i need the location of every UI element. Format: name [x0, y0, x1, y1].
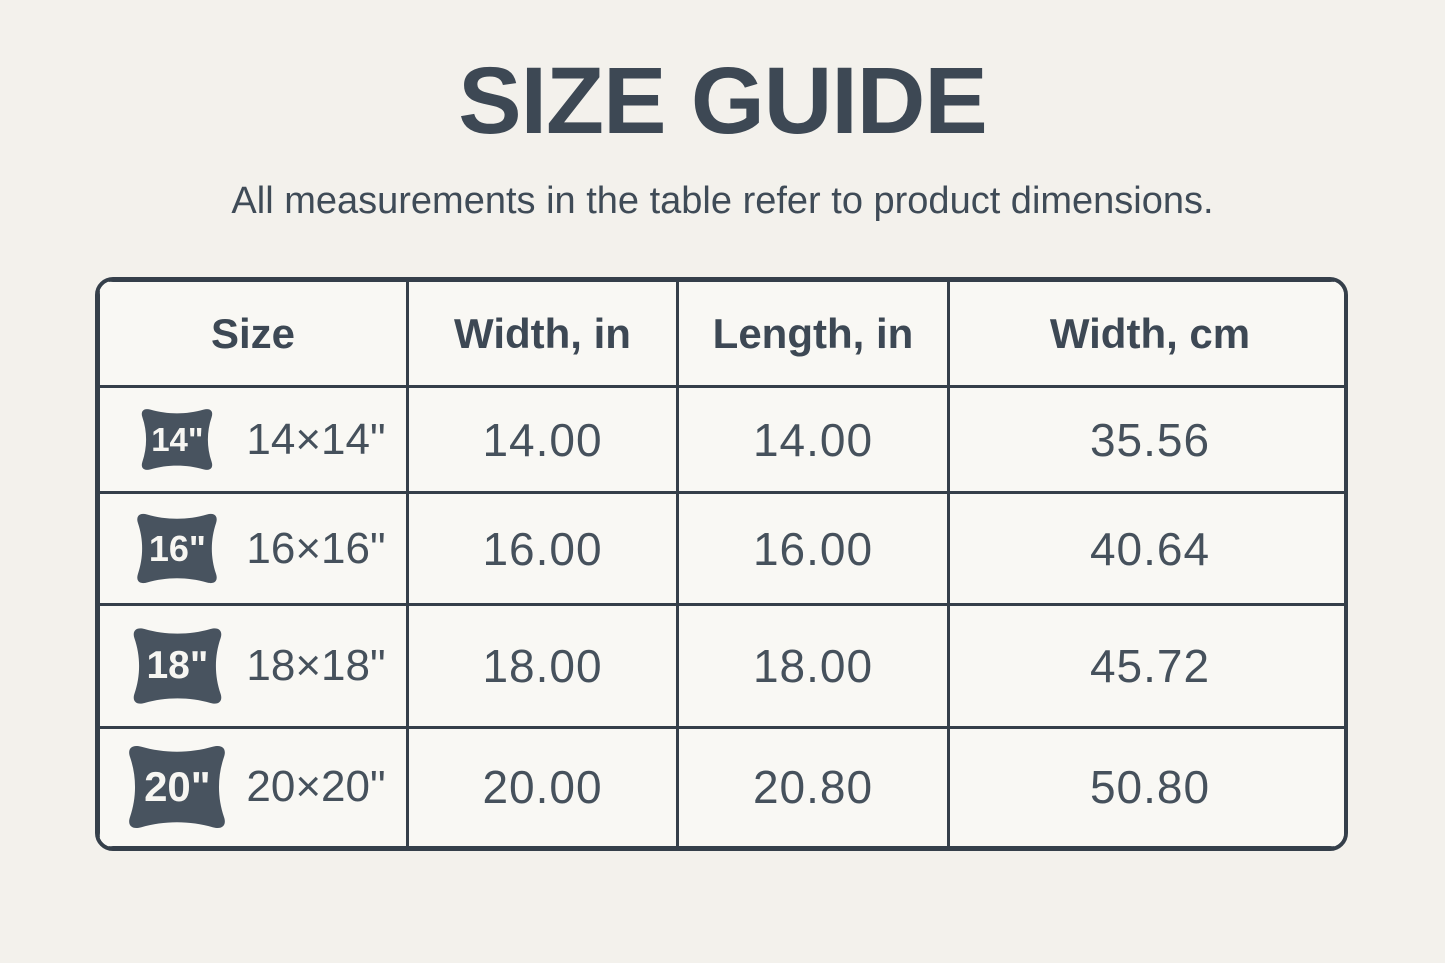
column-header-size: Size: [99, 281, 409, 388]
size-label: 14×14": [246, 414, 386, 464]
width-in-value: 18.00: [406, 603, 679, 729]
page-subtitle: All measurements in the table refer to p…: [231, 180, 1214, 222]
pillow-icon: 14": [138, 404, 216, 475]
column-header-width-in: Width, in: [406, 281, 679, 388]
icon-slot: 18": [120, 622, 234, 710]
column-header-width-cm: Width, cm: [947, 281, 1344, 388]
table-row: 18" 18×18" 18.00 18.00 45.72: [99, 603, 1344, 729]
pillow-icon: 20": [124, 739, 230, 835]
width-cm-value: 40.64: [947, 491, 1344, 607]
table-row: 16" 16×16" 16.00 16.00 40.64: [99, 491, 1344, 607]
width-cm-value: 45.72: [947, 603, 1344, 729]
length-in-value: 18.00: [676, 603, 950, 729]
width-cm-value: 50.80: [947, 725, 1344, 847]
header-row: Size Width, in Length, in Width, cm: [99, 281, 1344, 388]
size-guide-table: Size Width, in Length, in Width, cm 14": [99, 281, 1344, 847]
column-header-length-in: Length, in: [676, 281, 950, 388]
size-cell: 18" 18×18": [99, 603, 409, 729]
pillow-size-badge: 20": [144, 763, 211, 811]
pillow-size-badge: 18": [146, 644, 209, 688]
table-row: 14" 14×14" 14.00 14.00 35.56: [99, 384, 1344, 495]
icon-slot: 14": [120, 404, 234, 475]
size-guide-table-container: Size Width, in Length, in Width, cm 14": [95, 277, 1348, 851]
width-in-value: 16.00: [406, 491, 679, 607]
length-in-value: 14.00: [676, 384, 950, 495]
pillow-icon: 18": [129, 622, 226, 710]
width-in-value: 14.00: [406, 384, 679, 495]
width-in-value: 20.00: [406, 725, 679, 847]
size-cell: 14" 14×14": [99, 384, 409, 495]
length-in-value: 20.80: [676, 725, 950, 847]
length-in-value: 16.00: [676, 491, 950, 607]
icon-slot: 16": [120, 508, 234, 589]
size-label: 16×16": [246, 523, 386, 573]
size-cell: 20" 20×20": [99, 725, 409, 847]
icon-slot: 20": [120, 739, 234, 835]
page-title: SIZE GUIDE: [458, 48, 987, 154]
size-label: 20×20": [246, 762, 386, 812]
size-cell: 16" 16×16": [99, 491, 409, 607]
table-row: 20" 20×20" 20.00 20.80 50.80: [99, 725, 1344, 847]
size-label: 18×18": [246, 641, 386, 691]
width-cm-value: 35.56: [947, 384, 1344, 495]
pillow-icon: 16": [133, 508, 221, 589]
pillow-size-badge: 16": [148, 527, 206, 569]
pillow-size-badge: 14": [151, 420, 204, 458]
